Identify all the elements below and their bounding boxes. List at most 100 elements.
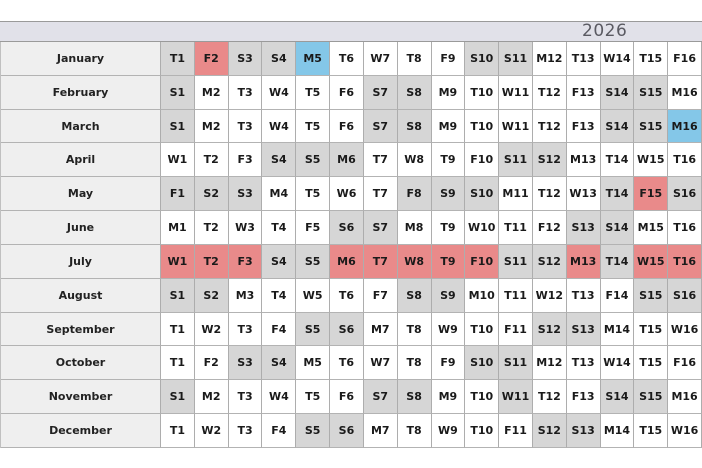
day-cell[interactable]: M16 (668, 109, 702, 144)
day-cell[interactable]: S1 (161, 75, 195, 110)
day-cell[interactable]: T13 (566, 42, 601, 76)
day-cell[interactable]: F9 (431, 42, 466, 76)
day-cell[interactable]: S15 (634, 278, 669, 313)
day-cell[interactable]: S12 (532, 312, 567, 347)
day-cell[interactable]: F11 (499, 312, 533, 347)
day-cell[interactable]: F8 (397, 177, 432, 212)
day-cell[interactable]: M7 (363, 312, 398, 347)
day-cell[interactable]: S7 (363, 380, 398, 415)
day-cell[interactable]: T12 (532, 75, 567, 110)
day-cell[interactable]: T16 (668, 143, 702, 178)
day-cell[interactable]: T3 (228, 380, 263, 415)
day-cell[interactable]: W13 (566, 177, 601, 212)
day-cell[interactable]: S13 (566, 211, 601, 245)
day-cell[interactable]: T14 (600, 244, 635, 279)
day-cell[interactable]: W3 (228, 211, 263, 245)
day-cell[interactable]: F6 (330, 109, 364, 144)
day-cell[interactable]: S8 (397, 75, 432, 110)
day-cell[interactable]: W11 (499, 109, 533, 144)
day-cell[interactable]: T13 (566, 278, 601, 313)
day-cell[interactable]: T8 (397, 312, 432, 347)
day-cell[interactable]: T5 (296, 75, 331, 110)
day-cell[interactable]: T13 (566, 346, 601, 381)
day-cell[interactable]: S7 (363, 109, 398, 144)
day-cell[interactable]: F7 (363, 278, 398, 313)
day-cell[interactable]: T3 (228, 312, 263, 347)
day-cell[interactable]: M16 (668, 75, 702, 110)
day-cell[interactable]: W4 (262, 75, 297, 110)
day-cell[interactable]: T3 (228, 75, 263, 110)
day-cell[interactable]: F4 (262, 312, 297, 347)
day-cell[interactable]: T8 (397, 414, 432, 448)
day-cell[interactable]: T7 (363, 244, 398, 279)
day-cell[interactable]: S4 (262, 143, 297, 178)
day-cell[interactable]: S14 (600, 380, 635, 415)
day-cell[interactable]: S4 (262, 346, 297, 381)
day-cell[interactable]: F16 (668, 346, 702, 381)
day-cell[interactable]: M15 (634, 211, 669, 245)
day-cell[interactable]: S8 (397, 278, 432, 313)
day-cell[interactable]: S3 (228, 346, 263, 381)
day-cell[interactable]: S6 (330, 211, 364, 245)
day-cell[interactable]: S15 (634, 109, 669, 144)
day-cell[interactable]: S1 (161, 109, 195, 144)
day-cell[interactable]: T1 (161, 346, 195, 381)
day-cell[interactable]: F9 (431, 346, 466, 381)
day-cell[interactable]: M1 (161, 211, 195, 245)
day-cell[interactable]: W12 (532, 278, 567, 313)
day-cell[interactable]: S4 (262, 42, 297, 76)
day-cell[interactable]: S11 (499, 244, 533, 279)
day-cell[interactable]: S8 (397, 380, 432, 415)
day-cell[interactable]: F14 (600, 278, 635, 313)
day-cell[interactable]: S2 (194, 278, 229, 313)
day-cell[interactable]: S9 (431, 177, 466, 212)
day-cell[interactable]: T5 (296, 177, 331, 212)
day-cell[interactable]: S16 (668, 177, 702, 212)
day-cell[interactable]: T6 (330, 346, 364, 381)
day-cell[interactable]: T10 (465, 414, 500, 448)
day-cell[interactable]: W10 (465, 211, 500, 245)
day-cell[interactable]: W15 (634, 143, 669, 178)
day-cell[interactable]: F10 (465, 244, 500, 279)
day-cell[interactable]: S5 (296, 414, 331, 448)
day-cell[interactable]: T8 (397, 42, 432, 76)
day-cell[interactable]: W1 (161, 143, 195, 178)
day-cell[interactable]: W5 (296, 278, 331, 313)
day-cell[interactable]: S6 (330, 312, 364, 347)
day-cell[interactable]: F3 (228, 143, 263, 178)
day-cell[interactable]: S1 (161, 380, 195, 415)
day-cell[interactable]: S6 (330, 414, 364, 448)
day-cell[interactable]: T6 (330, 42, 364, 76)
day-cell[interactable]: S13 (566, 312, 601, 347)
day-cell[interactable]: S11 (499, 42, 533, 76)
day-cell[interactable]: M6 (330, 143, 364, 178)
day-cell[interactable]: T10 (465, 109, 500, 144)
day-cell[interactable]: M16 (668, 380, 702, 415)
day-cell[interactable]: W16 (668, 312, 702, 347)
day-cell[interactable]: T12 (532, 380, 567, 415)
day-cell[interactable]: T1 (161, 414, 195, 448)
day-cell[interactable]: M3 (228, 278, 263, 313)
day-cell[interactable]: S2 (194, 177, 229, 212)
day-cell[interactable]: T9 (431, 143, 466, 178)
day-cell[interactable]: T4 (262, 278, 297, 313)
day-cell[interactable]: T7 (363, 177, 398, 212)
day-cell[interactable]: F4 (262, 414, 297, 448)
day-cell[interactable]: M13 (566, 143, 601, 178)
day-cell[interactable]: S10 (465, 177, 500, 212)
day-cell[interactable]: F10 (465, 143, 500, 178)
day-cell[interactable]: M5 (296, 346, 331, 381)
day-cell[interactable]: S10 (465, 42, 500, 76)
day-cell[interactable]: T8 (397, 346, 432, 381)
day-cell[interactable]: W11 (499, 75, 533, 110)
day-cell[interactable]: S10 (465, 346, 500, 381)
day-cell[interactable]: M2 (194, 75, 229, 110)
day-cell[interactable]: T7 (363, 143, 398, 178)
day-cell[interactable]: M2 (194, 109, 229, 144)
day-cell[interactable]: T3 (228, 109, 263, 144)
day-cell[interactable]: S16 (668, 278, 702, 313)
day-cell[interactable]: T16 (668, 244, 702, 279)
day-cell[interactable]: S14 (600, 211, 635, 245)
day-cell[interactable]: W8 (397, 143, 432, 178)
day-cell[interactable]: M14 (600, 414, 635, 448)
